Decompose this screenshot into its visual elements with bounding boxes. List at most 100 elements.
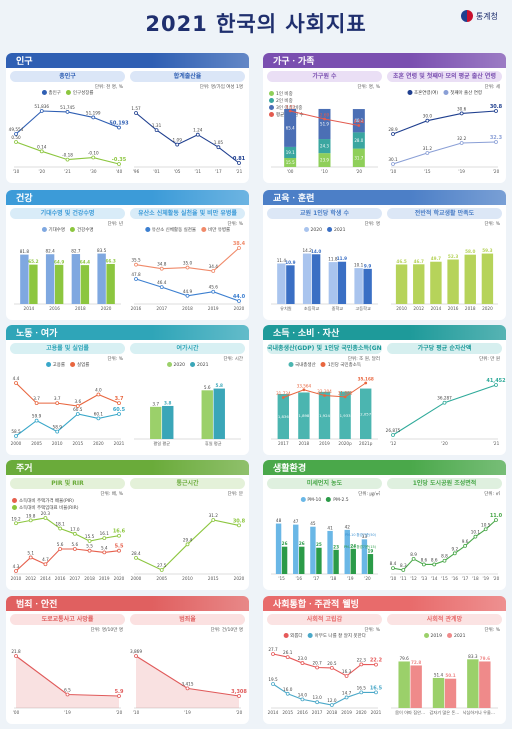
data-point <box>91 155 96 160</box>
x-tick-label: '00 <box>13 710 20 715</box>
series-line <box>135 112 240 164</box>
legend-entry: 2019 <box>423 633 442 640</box>
legend-entry: 아무도 나를 잘 알지 못한다 <box>307 633 366 640</box>
chart-panel-dust: 미세먼지 농도 단위: ㎍/㎥ PM-10 PM-2.5'15 48 26'16 47 26 '… <box>267 478 382 586</box>
bar-value-label: 52.3 <box>448 254 458 259</box>
legend-label: 3인 이상 비중 <box>276 106 303 111</box>
chart-panel-school-satisfaction: 전반적 학교생활 만족도 단위: % 2010 46.5 2012 46.7 2014 49.… <box>387 208 502 316</box>
bar <box>360 388 372 439</box>
bar-value-label: 14.0 <box>311 249 321 254</box>
bar <box>318 391 331 439</box>
x-tick-label: 2020 <box>114 576 125 581</box>
legend-entry: 고용률 <box>45 362 65 369</box>
bar <box>310 526 316 574</box>
data-point <box>271 682 275 686</box>
x-tick-label: '17 <box>215 169 222 174</box>
x-tick-label: '20 <box>493 169 500 174</box>
x-tick-label: '12 <box>390 441 397 446</box>
bar-value-label: 48 <box>276 518 282 523</box>
bar <box>54 264 64 304</box>
x-tick-label: '15 <box>441 576 448 581</box>
bar <box>363 268 372 304</box>
x-tick-label: 2010 <box>182 576 193 581</box>
chart-unit: 단위: 명/가임 여성 1명 <box>199 85 243 90</box>
point-value-label: 8.6 <box>421 557 428 562</box>
bar-value-label: 11.8 <box>328 257 338 262</box>
series-line <box>392 384 497 436</box>
legend-label: PM-10 <box>307 498 322 503</box>
data-point <box>323 117 326 121</box>
bar <box>395 264 408 304</box>
bar-value-label: 5.6 <box>204 385 211 390</box>
data-point <box>237 694 241 698</box>
data-point <box>411 556 416 561</box>
data-point <box>401 568 406 572</box>
point-value-label: 0.81 <box>233 156 246 162</box>
data-point <box>237 161 241 165</box>
bar <box>328 262 338 304</box>
x-tick-label: 2020 <box>101 306 112 311</box>
x-tick-label: 2017 <box>312 710 323 715</box>
chart-unit: 단위: 년 <box>107 222 123 227</box>
bar-value-label: 72.8 <box>411 660 421 665</box>
x-tick-label: 2000 <box>131 576 142 581</box>
point-value-label: 51,745 <box>60 105 75 110</box>
bar <box>432 677 445 708</box>
point-value-label: 20.3 <box>41 511 51 516</box>
point-value-label: 4.4 <box>13 376 20 381</box>
chart-panel-relations: 사회적 관계망 단위: % 2019 2021 몸이 아파 집안… 79.6 72.8 갑자기… <box>387 614 502 720</box>
chart-svg: 2000 2005 2010 2015 2020 28.4 27.5 29.4 31.2 30.8 <box>131 513 246 581</box>
x-tick-label: 2017 <box>278 441 289 446</box>
x-tick-label: '05 <box>174 169 181 174</box>
chart-svg: 2016 2017 2018 2019 2020 47.8 46.4 44.9 45.6 44.0… <box>131 241 246 311</box>
x-tick-label: '18 <box>472 576 479 581</box>
chart-svg: 2014 81.8 65.2 2016 82.4 64.9 2018 82.7 64.4 2020… <box>14 248 121 311</box>
legend-swatch <box>269 105 274 110</box>
data-point <box>134 111 138 115</box>
data-point <box>425 118 430 123</box>
data-point <box>34 418 39 423</box>
chart-svg: 2010 46.5 2012 46.7 2014 49.7 2016 52.3 2018 58.0… <box>391 248 498 311</box>
point-value-label: 4.7 <box>42 557 49 562</box>
point-value-label: 8.4 <box>390 561 397 566</box>
point-value-label: 9.2 <box>451 546 458 551</box>
x-tick-label: '10 <box>390 576 397 581</box>
x-tick-label: '17 <box>313 576 320 581</box>
data-point <box>75 412 80 416</box>
bar <box>430 261 442 304</box>
bar-value-label: 40.2 <box>354 118 363 123</box>
chart-title: 국내총생산(GDP) 및 1인당 국민총소득(GNI) <box>267 343 382 354</box>
legend-entry: 총인구 <box>41 90 61 97</box>
chart-title: PIR 및 RIR <box>10 478 125 489</box>
chart-unit: 단위: % <box>107 357 123 362</box>
data-point <box>300 697 305 702</box>
data-point <box>216 145 221 150</box>
legend-label: 2021 <box>454 634 466 639</box>
chart-unit: 단위: 조 원, 달러 <box>347 357 380 362</box>
legend-entry: 2021 <box>327 227 345 234</box>
legend-label: 첫째아 출산 연령 <box>450 91 483 96</box>
chart-unit: 단위: 명, % <box>357 85 380 90</box>
bar <box>284 146 297 159</box>
point-value-label: 19.8 <box>26 513 36 518</box>
point-value-label: 2.34 <box>354 119 364 124</box>
data-point <box>459 141 464 145</box>
bar <box>479 661 491 708</box>
series-line <box>15 517 120 542</box>
legend-label: 실업률 <box>77 363 90 368</box>
point-value-label: 3,869 <box>130 649 142 654</box>
chart-unit: 단위: 건/10만 명 <box>210 628 243 633</box>
data-point <box>159 266 164 271</box>
bar <box>481 253 494 304</box>
data-point <box>14 381 18 385</box>
data-point <box>102 550 107 555</box>
legend-entry: 첫째아 출산 연령 <box>443 90 482 97</box>
chart-svg: '10 '15 '19 '20 28.9 30.0 30.6 30.8 30.1 31.2 32.2… <box>388 104 502 174</box>
point-value-label: 17.0 <box>70 527 80 532</box>
point-value-label: 30.0 <box>423 114 433 119</box>
chart-legend: 유산소 신체활동 실천율 비만 유병률 <box>144 227 230 234</box>
data-point <box>237 299 241 303</box>
point-value-label: 16.3 <box>342 669 352 674</box>
data-point <box>315 665 320 670</box>
point-value-label: 58.9 <box>53 425 63 430</box>
